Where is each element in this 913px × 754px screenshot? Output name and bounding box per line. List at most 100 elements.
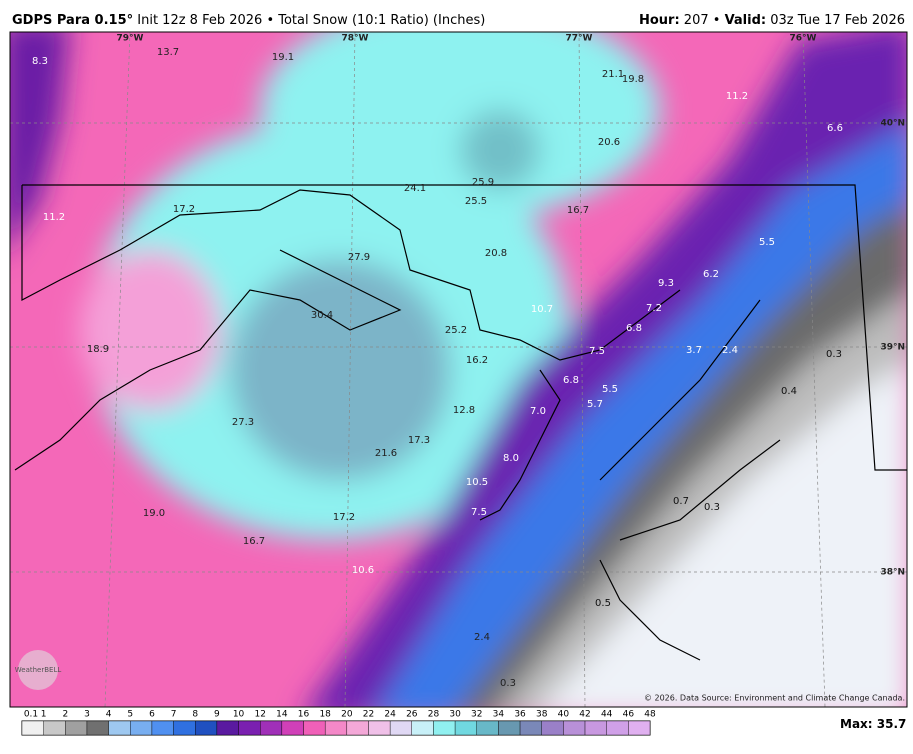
snow-total-label: 7.5 bbox=[471, 507, 487, 518]
snow-total-label: 30.4 bbox=[311, 310, 333, 321]
snow-total-label: 16.7 bbox=[567, 205, 589, 216]
snow-total-label: 21.1 bbox=[602, 69, 624, 80]
longitude-label: 79°W bbox=[117, 34, 144, 44]
colorbar-tick-label: 14 bbox=[276, 710, 288, 720]
snow-total-label: 6.6 bbox=[827, 123, 843, 134]
colorbar-tick-label: 12 bbox=[254, 710, 265, 720]
snow-total-label: 7.0 bbox=[530, 406, 546, 417]
snow-total-label: 17.2 bbox=[173, 204, 195, 215]
snow-total-label: 19.1 bbox=[272, 52, 294, 63]
snow-total-label: 19.8 bbox=[622, 74, 644, 85]
colorbar-swatch bbox=[411, 720, 434, 736]
colorbar-swatch bbox=[628, 720, 651, 736]
colorbar-tick-label: 30 bbox=[449, 710, 461, 720]
snow-total-label: 17.2 bbox=[333, 512, 355, 523]
snow-total-label: 0.3 bbox=[500, 678, 516, 689]
colorbar-swatch bbox=[281, 720, 304, 736]
colorbar-swatch bbox=[86, 720, 109, 736]
latitude-label: 38°N bbox=[880, 568, 905, 578]
colorbar-tick-label: 44 bbox=[601, 710, 613, 720]
credit: © 2026. Data Source: Environment and Cli… bbox=[644, 694, 905, 703]
snow-total-label: 13.7 bbox=[157, 47, 179, 58]
colorbar-swatch bbox=[389, 720, 412, 736]
colorbar-swatch bbox=[584, 720, 607, 736]
longitude-label: 76°W bbox=[790, 34, 817, 44]
snow-field bbox=[10, 32, 907, 707]
latitude-label: 39°N bbox=[880, 343, 905, 353]
snow-total-label: 27.3 bbox=[232, 417, 254, 428]
colorbar-tick-label: 10 bbox=[233, 710, 245, 720]
snow-total-label: 18.9 bbox=[87, 344, 109, 355]
snow-total-label: 7.2 bbox=[646, 303, 662, 314]
info: Init 12z 8 Feb 2026 • Total Snow (10:1 R… bbox=[137, 13, 485, 28]
colorbar-swatch bbox=[238, 720, 261, 736]
snow-total-label: 5.5 bbox=[759, 237, 775, 248]
colorbar-swatch bbox=[519, 720, 542, 736]
latitude-label: 40°N bbox=[880, 119, 905, 129]
snow-total-label: 11.2 bbox=[726, 91, 748, 102]
snow-total-label: 0.5 bbox=[595, 598, 611, 609]
snow-total-label: 16.7 bbox=[243, 536, 265, 547]
header-right: Hour: 207 • Valid: 03z Tue 17 Feb 2026 bbox=[639, 13, 905, 28]
snow-total-label: 10.7 bbox=[531, 304, 553, 315]
longitude-label: 78°W bbox=[342, 34, 369, 44]
snow-total-label: 3.7 bbox=[686, 345, 702, 356]
snow-total-label: 0.3 bbox=[704, 502, 720, 513]
colorbar-swatch bbox=[433, 720, 456, 736]
valid-label: Valid: bbox=[725, 13, 767, 28]
snow-total-label: 2.4 bbox=[722, 345, 738, 356]
snow-total-label: 10.5 bbox=[466, 477, 488, 488]
snow-total-label: 25.9 bbox=[472, 177, 494, 188]
colorbar-swatch bbox=[476, 720, 499, 736]
colorbar-swatch bbox=[173, 720, 196, 736]
colorbar-tick-label: 8 bbox=[192, 710, 198, 720]
snow-total-label: 12.8 bbox=[453, 405, 475, 416]
snow-total-label: 25.2 bbox=[445, 325, 467, 336]
colorbar-swatch bbox=[43, 720, 66, 736]
colorbar-swatch bbox=[563, 720, 586, 736]
colorbar-tick-label: 20 bbox=[341, 710, 353, 720]
colorbar-swatch bbox=[108, 720, 131, 736]
colorbar-tick-label: 18 bbox=[319, 710, 331, 720]
colorbar-tick-label: 48 bbox=[644, 710, 656, 720]
hour-label: Hour: bbox=[639, 13, 680, 28]
colorbar-swatch bbox=[368, 720, 391, 736]
snow-total-label: 11.2 bbox=[43, 212, 65, 223]
colorbar-swatch bbox=[151, 720, 174, 736]
logo-badge bbox=[18, 650, 58, 690]
valid-value: 03z Tue 17 Feb 2026 bbox=[770, 13, 905, 28]
colorbar-swatch bbox=[130, 720, 153, 736]
snow-total-label: 24.1 bbox=[404, 183, 426, 194]
colorbar-swatch bbox=[454, 720, 477, 736]
colorbar-tick-label: 40 bbox=[558, 710, 570, 720]
snow-total-label: 9.3 bbox=[658, 278, 674, 289]
snow-total-label: 6.8 bbox=[626, 323, 642, 334]
colorbar-swatch bbox=[541, 720, 564, 736]
max-value: 35.7 bbox=[877, 717, 907, 731]
colorbar-tick-label: 28 bbox=[428, 710, 440, 720]
colorbar-tick-label: 36 bbox=[514, 710, 526, 720]
colorbar-tick-label: 22 bbox=[363, 710, 374, 720]
map-frame bbox=[9, 31, 908, 708]
colorbar-swatch bbox=[346, 720, 369, 736]
snow-total-label: 5.7 bbox=[587, 399, 603, 410]
snow-total-label: 27.9 bbox=[348, 252, 370, 263]
colorbar-tick-label: 32 bbox=[471, 710, 482, 720]
snow-total-label: 2.4 bbox=[474, 632, 490, 643]
colorbar-tick-label: 26 bbox=[406, 710, 418, 720]
colorbar-swatch bbox=[21, 720, 44, 736]
colorbar-tick-label: 9 bbox=[214, 710, 220, 720]
header-left: GDPS Para 0.15° Init 12z 8 Feb 2026 • To… bbox=[12, 13, 485, 28]
snow-total-label: 19.0 bbox=[143, 508, 165, 519]
colorbar-tick-label: 5 bbox=[127, 710, 133, 720]
snow-total-label: 16.2 bbox=[466, 355, 488, 366]
snow-total-label: 6.2 bbox=[703, 269, 719, 280]
colorbar-swatch bbox=[65, 720, 88, 736]
colorbar-tick-label: 42 bbox=[579, 710, 590, 720]
snow-total-label: 25.5 bbox=[465, 196, 487, 207]
colorbar-swatch bbox=[324, 720, 348, 736]
colorbar-tick-label: 6 bbox=[149, 710, 155, 720]
snow-total-label: 6.8 bbox=[563, 375, 579, 386]
colorbar-tick-label: 7 bbox=[171, 710, 177, 720]
